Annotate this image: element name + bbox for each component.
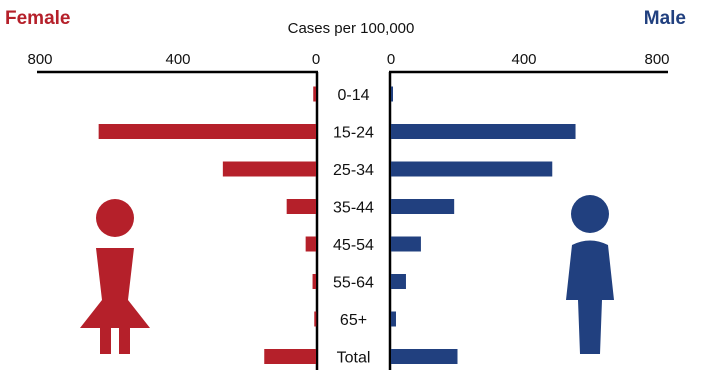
female-bar [222,161,316,177]
category-label: 35-44 [333,200,374,217]
female-series-label: Female [5,8,71,29]
female-bar [312,274,316,289]
male-bar [391,199,455,214]
category-labels-group: 0-14 15-24 25-34 35-44 45-54 55-64 65+ Total [333,87,374,367]
female-bar [286,199,316,214]
axis-title: Cases per 100,000 [287,20,415,37]
female-tick-label: 800 [27,51,52,68]
male-bar [391,161,553,177]
category-label: Total [337,350,371,367]
category-label: 45-54 [333,237,374,254]
male-tick-label: 0 [387,51,395,68]
axes-group: 800 400 0 0 400 800 [27,51,670,370]
male-tick-label: 400 [511,51,536,68]
male-bar [391,349,458,364]
female-bar [98,124,317,139]
female-bar [305,236,316,252]
male-bar [391,124,576,139]
category-label: 55-64 [333,275,374,292]
female-tick-label: 400 [165,51,190,68]
male-figure-icon [566,195,614,354]
male-bar [391,311,396,327]
male-bar [391,274,406,289]
female-bar [264,349,316,364]
category-label: 25-34 [333,162,374,179]
male-tick-label: 800 [644,51,669,68]
bars-group [98,86,576,364]
category-label: 65+ [340,312,367,329]
female-bar [313,86,316,102]
female-bar [314,311,317,327]
female-figure-icon [80,199,150,354]
male-bar [391,236,421,252]
category-label: 0-14 [337,87,369,104]
male-series-label: Male [643,8,686,29]
female-tick-label: 0 [312,51,320,68]
male-bar [391,86,393,102]
category-label: 15-24 [333,125,374,142]
